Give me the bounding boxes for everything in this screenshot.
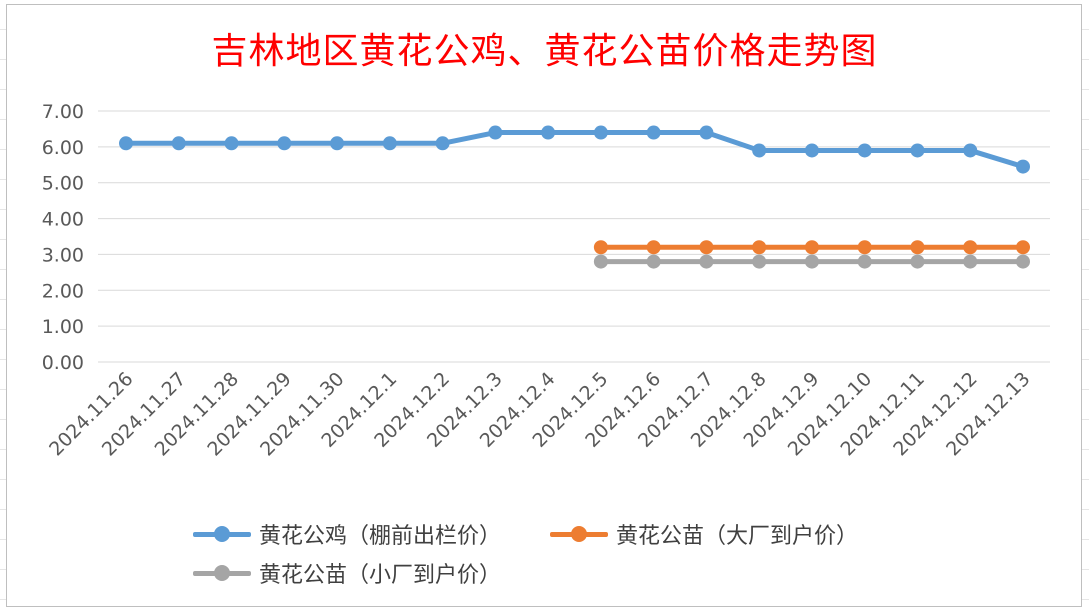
legend-item-series-1[interactable]: 黄花公鸡（棚前出栏价） bbox=[193, 518, 501, 550]
data-point[interactable] bbox=[541, 125, 556, 140]
y-tick-label: 0.00 bbox=[42, 352, 84, 374]
data-point[interactable] bbox=[963, 254, 978, 269]
data-point[interactable] bbox=[699, 125, 714, 140]
data-point[interactable] bbox=[963, 143, 978, 158]
data-point[interactable] bbox=[804, 240, 819, 255]
data-point[interactable] bbox=[1016, 159, 1030, 174]
data-point[interactable] bbox=[435, 136, 450, 151]
y-tick-label: 5.00 bbox=[42, 173, 84, 195]
data-point[interactable] bbox=[752, 143, 767, 158]
data-point[interactable] bbox=[857, 240, 872, 255]
chart-area[interactable] bbox=[6, 4, 1082, 607]
y-tick-label: 1.00 bbox=[42, 316, 84, 338]
data-point[interactable] bbox=[119, 136, 133, 151]
data-point[interactable] bbox=[646, 254, 661, 269]
legend-marker-icon bbox=[193, 562, 251, 584]
data-point[interactable] bbox=[963, 240, 978, 255]
y-tick-label: 4.00 bbox=[42, 209, 84, 231]
data-point[interactable] bbox=[857, 254, 872, 269]
data-point[interactable] bbox=[752, 240, 767, 255]
legend-item-series-3[interactable]: 黄花公苗（小厂到户价） bbox=[193, 557, 501, 589]
legend-label: 黄花公苗（小厂到户价） bbox=[259, 563, 502, 588]
data-point[interactable] bbox=[646, 240, 661, 255]
legend-marker-icon bbox=[193, 523, 251, 545]
data-point[interactable] bbox=[593, 254, 608, 269]
data-point[interactable] bbox=[804, 143, 819, 158]
series-2 bbox=[593, 240, 1030, 255]
data-point[interactable] bbox=[488, 125, 503, 140]
x-axis-tick-labels: 2024.11.262024.11.272024.11.282024.11.29… bbox=[45, 368, 1034, 460]
data-point[interactable] bbox=[752, 254, 767, 269]
legend-label: 黄花公鸡（棚前出栏价） bbox=[259, 524, 502, 549]
data-point[interactable] bbox=[857, 143, 872, 158]
legend-label: 黄花公苗（大厂到户价） bbox=[616, 524, 859, 549]
legend-item-series-2[interactable]: 黄花公苗（大厂到户价） bbox=[550, 518, 858, 550]
data-point[interactable] bbox=[699, 240, 714, 255]
data-point[interactable] bbox=[171, 136, 186, 151]
series-line bbox=[123, 130, 1026, 170]
series-3 bbox=[593, 254, 1030, 269]
data-point[interactable] bbox=[910, 143, 925, 158]
data-point[interactable] bbox=[593, 240, 608, 255]
data-point[interactable] bbox=[330, 136, 345, 151]
data-point[interactable] bbox=[224, 136, 239, 151]
data-point[interactable] bbox=[382, 136, 397, 151]
data-point[interactable] bbox=[804, 254, 819, 269]
data-point[interactable] bbox=[910, 254, 925, 269]
data-point[interactable] bbox=[699, 254, 714, 269]
chart-title: 吉林地区黄花公鸡、黄花公苗价格走势图 bbox=[211, 31, 878, 72]
data-point[interactable] bbox=[1016, 254, 1030, 269]
data-point[interactable] bbox=[277, 136, 292, 151]
y-tick-label: 7.00 bbox=[42, 101, 84, 123]
y-tick-label: 3.00 bbox=[42, 244, 84, 266]
series-lines bbox=[119, 125, 1030, 269]
y-tick-label: 2.00 bbox=[42, 280, 84, 302]
data-point[interactable] bbox=[646, 125, 661, 140]
y-tick-label: 6.00 bbox=[42, 137, 84, 159]
data-point[interactable] bbox=[1016, 240, 1030, 255]
y-axis-tick-labels: 0.00 1.00 2.00 3.00 4.00 5.00 6.00 7.00 bbox=[42, 101, 84, 374]
data-point[interactable] bbox=[910, 240, 925, 255]
series-1 bbox=[119, 125, 1030, 174]
gridlines bbox=[98, 110, 1050, 363]
legend-marker-icon bbox=[550, 523, 608, 545]
data-point[interactable] bbox=[593, 125, 608, 140]
